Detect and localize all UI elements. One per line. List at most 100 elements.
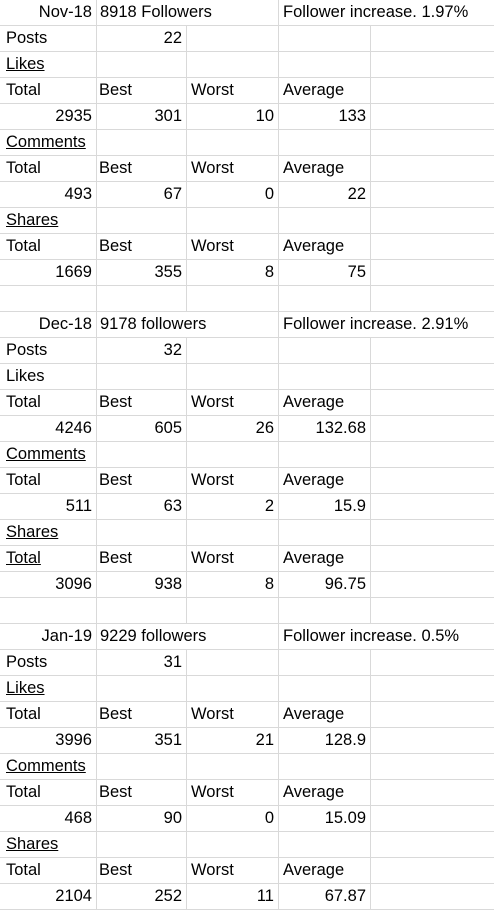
cell-likes-worst[interactable]: 21 xyxy=(187,728,279,753)
cell-empty[interactable] xyxy=(371,780,494,805)
cell-empty[interactable] xyxy=(187,754,279,779)
cell-likes-average[interactable]: 133 xyxy=(279,104,371,129)
cell-empty[interactable] xyxy=(371,676,494,701)
cell-comments-worst[interactable]: 0 xyxy=(187,182,279,207)
cell-empty[interactable] xyxy=(371,754,494,779)
row-shares-values[interactable]: 2104 252 11 67.87 xyxy=(0,884,494,910)
cell-header-worst[interactable]: Worst xyxy=(187,858,279,883)
cell-empty[interactable] xyxy=(371,572,494,597)
row-shares-label[interactable]: Shares xyxy=(0,208,494,234)
cell-empty[interactable] xyxy=(97,598,187,623)
cell-empty[interactable] xyxy=(371,858,494,883)
cell-empty[interactable] xyxy=(371,130,494,155)
cell-header-total[interactable]: Total xyxy=(0,780,97,805)
cell-shares-total[interactable]: 1669 xyxy=(0,260,97,285)
row-shares-label[interactable]: Shares xyxy=(0,832,494,858)
row-likes-label[interactable]: Likes xyxy=(0,364,494,390)
cell-empty[interactable] xyxy=(371,806,494,831)
cell-likes-total[interactable]: 4246 xyxy=(0,416,97,441)
cell-header-average[interactable]: Average xyxy=(279,546,371,571)
cell-comments-label[interactable]: Comments xyxy=(0,442,97,467)
cell-header-average[interactable]: Average xyxy=(279,78,371,103)
cell-empty[interactable] xyxy=(279,598,371,623)
row-likes-headers[interactable]: Total Best Worst Average xyxy=(0,702,494,728)
row-month-header[interactable]: Dec-18 9178 followers Follower increase.… xyxy=(0,312,494,338)
cell-likes-best[interactable]: 605 xyxy=(97,416,187,441)
row-likes-values[interactable]: 2935 301 10 133 xyxy=(0,104,494,130)
cell-comments-total[interactable]: 468 xyxy=(0,806,97,831)
cell-empty[interactable] xyxy=(371,234,494,259)
cell-header-best[interactable]: Best xyxy=(97,780,187,805)
cell-empty[interactable] xyxy=(371,598,494,623)
row-shares-headers[interactable]: Total Best Worst Average xyxy=(0,234,494,260)
cell-header-average[interactable]: Average xyxy=(279,858,371,883)
cell-empty[interactable] xyxy=(371,546,494,571)
cell-comments-total[interactable]: 511 xyxy=(0,494,97,519)
row-shares-values[interactable]: 1669 355 8 75 xyxy=(0,260,494,286)
cell-empty[interactable] xyxy=(0,286,97,311)
row-comments-label[interactable]: Comments xyxy=(0,754,494,780)
cell-posts-label[interactable]: Posts xyxy=(0,650,97,675)
cell-header-best[interactable]: Best xyxy=(97,234,187,259)
cell-empty[interactable] xyxy=(279,130,371,155)
cell-empty[interactable] xyxy=(371,104,494,129)
cell-empty[interactable] xyxy=(371,624,494,649)
row-comments-values[interactable]: 493 67 0 22 xyxy=(0,182,494,208)
cell-likes-average[interactable]: 132.68 xyxy=(279,416,371,441)
cell-empty[interactable] xyxy=(97,52,187,77)
cell-empty[interactable] xyxy=(371,832,494,857)
cell-empty[interactable] xyxy=(279,286,371,311)
row-shares-headers[interactable]: Total Best Worst Average xyxy=(0,546,494,572)
cell-header-best[interactable]: Best xyxy=(97,390,187,415)
cell-empty[interactable] xyxy=(371,338,494,363)
cell-header-worst[interactable]: Worst xyxy=(187,78,279,103)
row-likes-label[interactable]: Likes xyxy=(0,52,494,78)
cell-header-best[interactable]: Best xyxy=(97,78,187,103)
cell-empty[interactable] xyxy=(97,754,187,779)
cell-header-worst[interactable]: Worst xyxy=(187,702,279,727)
cell-likes-average[interactable]: 128.9 xyxy=(279,728,371,753)
cell-empty[interactable] xyxy=(0,598,97,623)
cell-empty[interactable] xyxy=(187,0,279,25)
cell-empty[interactable] xyxy=(187,598,279,623)
cell-shares-worst[interactable]: 8 xyxy=(187,572,279,597)
row-comments-headers[interactable]: Total Best Worst Average xyxy=(0,780,494,806)
cell-shares-average[interactable]: 67.87 xyxy=(279,884,371,909)
cell-followers[interactable]: 9178 followers xyxy=(97,312,206,337)
cell-empty[interactable] xyxy=(371,884,494,909)
row-month-header[interactable]: Nov-18 8918 Followers Follower increase.… xyxy=(0,0,494,26)
cell-empty[interactable] xyxy=(97,520,187,545)
cell-empty[interactable] xyxy=(279,520,371,545)
cell-empty[interactable] xyxy=(187,624,279,649)
cell-likes-total[interactable]: 2935 xyxy=(0,104,97,129)
cell-empty[interactable] xyxy=(187,520,279,545)
row-posts[interactable]: Posts 22 xyxy=(0,26,494,52)
cell-empty[interactable] xyxy=(371,78,494,103)
cell-shares-total[interactable]: 3096 xyxy=(0,572,97,597)
cell-header-total[interactable]: Total xyxy=(0,234,97,259)
cell-empty[interactable] xyxy=(187,442,279,467)
cell-likes-total[interactable]: 3996 xyxy=(0,728,97,753)
row-comments-values[interactable]: 511 63 2 15.9 xyxy=(0,494,494,520)
cell-empty[interactable] xyxy=(187,26,279,51)
cell-shares-best[interactable]: 252 xyxy=(97,884,187,909)
cell-empty[interactable] xyxy=(279,52,371,77)
cell-posts-value[interactable]: 32 xyxy=(97,338,187,363)
cell-header-total[interactable]: Total xyxy=(0,390,97,415)
row-shares-label[interactable]: Shares xyxy=(0,520,494,546)
row-likes-headers[interactable]: Total Best Worst Average xyxy=(0,78,494,104)
cell-header-best[interactable]: Best xyxy=(97,546,187,571)
cell-posts-value[interactable]: 22 xyxy=(97,26,187,51)
cell-empty[interactable] xyxy=(187,364,279,389)
row-posts[interactable]: Posts 31 xyxy=(0,650,494,676)
row-likes-label[interactable]: Likes xyxy=(0,676,494,702)
cell-empty[interactable] xyxy=(371,182,494,207)
cell-empty[interactable] xyxy=(279,650,371,675)
cell-empty[interactable] xyxy=(371,390,494,415)
cell-increase[interactable]: Follower increase. 0.5% xyxy=(279,624,459,649)
cell-likes-label[interactable]: Likes xyxy=(0,364,97,389)
row-likes-values[interactable]: 4246 605 26 132.68 xyxy=(0,416,494,442)
cell-empty[interactable] xyxy=(371,156,494,181)
cell-empty[interactable] xyxy=(371,728,494,753)
cell-header-average[interactable]: Average xyxy=(279,468,371,493)
